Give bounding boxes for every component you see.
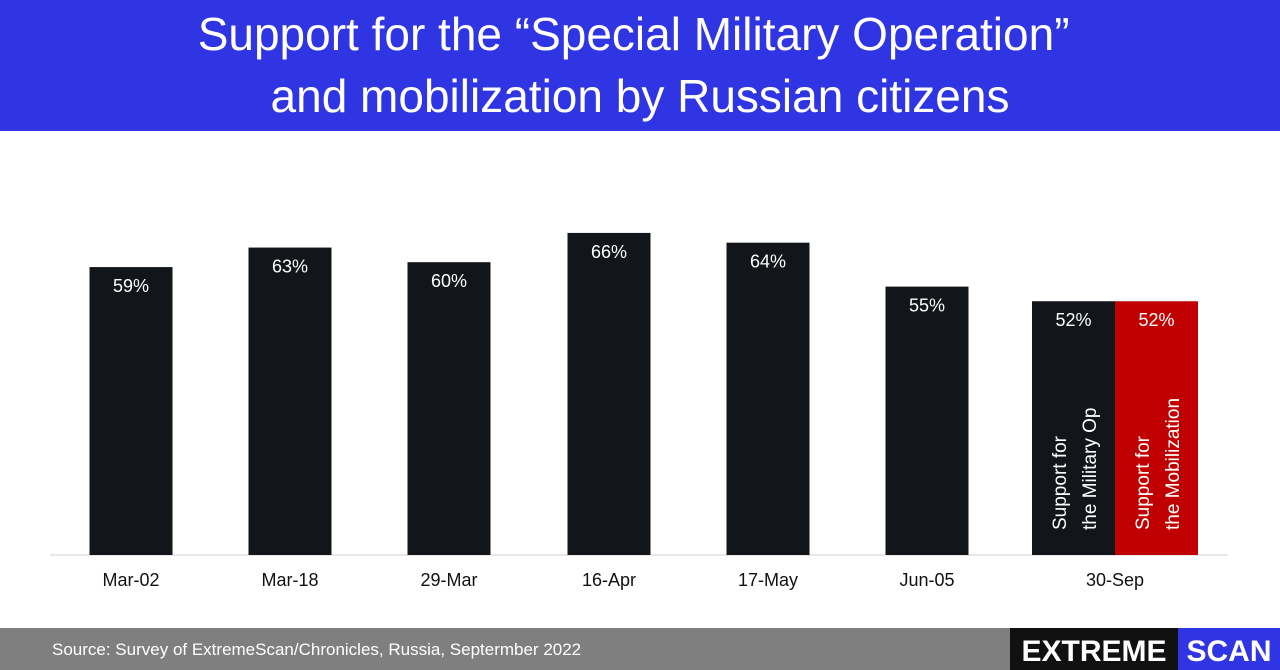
logo-right-box: [1178, 628, 1280, 670]
value-label: 52%: [1138, 310, 1174, 330]
logo-left: EXTREME: [1021, 635, 1166, 668]
x-tick-label: Mar-18: [261, 570, 318, 590]
value-label: 64%: [750, 252, 786, 272]
value-label: 55%: [909, 296, 945, 316]
value-label: 60%: [431, 271, 467, 291]
bar: [89, 267, 173, 555]
series-label: Support for the Mobilization: [1133, 398, 1184, 530]
bar: [885, 286, 969, 555]
x-tick-label: 16-Apr: [582, 570, 636, 590]
x-tick-label: Mar-02: [102, 570, 159, 590]
value-label: 66%: [591, 242, 627, 262]
bar: [248, 247, 332, 555]
bar: [1115, 301, 1198, 555]
bar: [567, 232, 651, 556]
x-tick-label: Jun-05: [899, 570, 954, 590]
x-tick-label: 30-Sep: [1086, 570, 1144, 590]
value-label: 52%: [1055, 310, 1091, 330]
value-label: 59%: [113, 276, 149, 296]
bar: [407, 262, 491, 555]
x-tick-label: 29-Mar: [420, 570, 477, 590]
x-tick-label: 17-May: [738, 570, 798, 590]
logo-right: SCAN: [1186, 635, 1271, 668]
chart-title: Support for the “Special Military Operat…: [198, 8, 1083, 122]
series-label: Support for the Military Op: [1050, 408, 1101, 530]
header-band: [0, 0, 1280, 131]
bar: [726, 242, 810, 555]
bar: [1032, 301, 1115, 555]
logo-left-box: [1010, 628, 1178, 670]
source-note: Source: Survey of ExtremeScan/Chronicles…: [52, 640, 581, 659]
value-label: 63%: [272, 257, 308, 277]
